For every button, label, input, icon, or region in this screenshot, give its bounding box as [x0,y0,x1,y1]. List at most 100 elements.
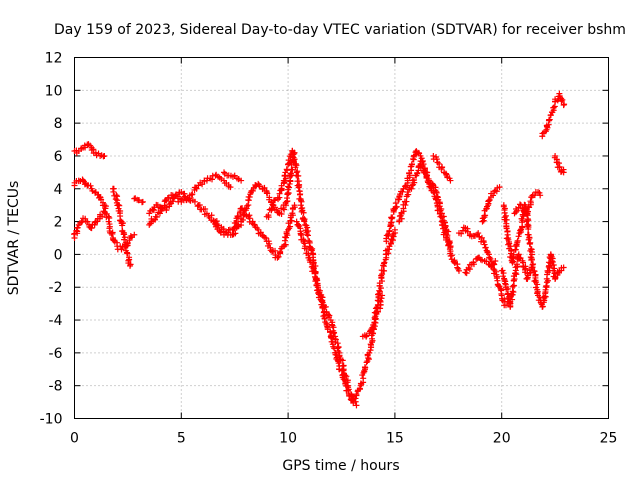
data-point [560,264,567,271]
chart-title: Day 159 of 2023, Sidereal Day-to-day VTE… [54,22,626,38]
trace-marker [389,214,396,221]
trace-marker [312,278,319,285]
y-tick-label: 6 [54,149,63,165]
trace-marker [499,267,506,274]
y-tick-label: -8 [49,379,63,395]
trace-marker [470,259,477,266]
data-point [496,184,503,191]
trace-marker [209,176,216,183]
trace-marker [510,289,517,296]
trace-marker [272,247,279,254]
trace-marker [360,375,367,382]
trace-marker [189,191,196,198]
trace-marker [447,253,454,260]
y-axis-label: SDTVAR / TECUs [6,181,22,296]
trace-marker [240,207,247,214]
data-point [238,177,245,184]
trace-marker [289,210,296,217]
trace-marker [513,207,520,214]
y-tick-label: -4 [49,313,63,329]
trace-marker [362,364,369,371]
trace-marker [378,272,385,279]
trace-marker [120,231,127,238]
trace-marker [534,281,541,288]
trace-marker [283,166,290,173]
trace-marker [517,227,524,234]
data-point [101,208,108,215]
trace-marker [531,268,538,275]
trace-marker [392,200,399,207]
trace-marker [558,98,565,105]
data-point [276,190,283,197]
trace-marker [289,166,296,173]
x-tick-label: 25 [600,431,618,447]
trace-marker [549,262,556,269]
data-point [88,225,95,232]
trace-marker [501,275,508,282]
data-point [481,241,488,248]
trace-marker [417,164,424,171]
x-tick-label: 10 [279,431,297,447]
trace-marker [379,278,386,285]
trace-marker [304,231,311,238]
trace-marker [516,201,523,208]
trace-marker [526,241,533,248]
trace-marker [487,255,494,262]
trace-marker [509,283,516,290]
data-point [447,177,454,184]
data-point [118,246,125,253]
trace-marker [356,385,363,392]
data-point [139,198,146,205]
trace-marker [278,210,285,217]
trace-marker [381,259,388,266]
y-tick-label: -6 [49,346,63,362]
data-point [475,230,482,237]
trace-marker [458,230,465,237]
trace-marker [414,170,421,177]
trace-marker [289,147,296,154]
trace-marker [363,359,370,366]
data-point [379,292,386,299]
trace-marker [482,244,489,251]
trace-marker [408,161,415,168]
trace-marker [393,203,400,210]
trace-marker [512,246,519,253]
trace-marker [524,274,531,281]
x-tick-label: 0 [70,431,79,447]
y-tick-label: -10 [40,412,63,428]
trace-marker [119,222,126,229]
trace-marker [116,202,123,209]
y-tick-label: 2 [54,215,63,231]
trace-marker [191,198,198,205]
trace-marker [295,184,302,191]
trace-marker [514,237,521,244]
trace-marker [174,193,181,200]
trace-marker [127,233,134,240]
data-point [293,218,300,225]
data-point [131,231,138,238]
trace-marker [301,218,308,225]
y-tick-label: 12 [45,51,63,67]
trace-marker [286,159,293,166]
trace-marker [353,391,360,398]
data-points [71,90,568,409]
trace-marker [295,172,302,179]
trace-marker [264,190,271,197]
data-point [492,257,499,264]
trace-marker [110,188,117,195]
trace-marker [202,205,209,212]
trace-marker [307,259,314,266]
x-tick-labels: 0 5 10 15 20 25 [70,431,617,447]
grid [74,57,609,419]
trace-marker [123,242,130,249]
trace-marker [212,221,219,228]
data-point [101,152,108,159]
trace-marker [188,191,195,198]
trace-marker [74,225,81,232]
trace-marker [513,261,520,268]
data-point [84,218,91,225]
trace-marker [559,96,566,103]
y-tick-label: 0 [54,247,63,263]
trace-marker [292,164,299,171]
trace-marker [527,198,534,205]
